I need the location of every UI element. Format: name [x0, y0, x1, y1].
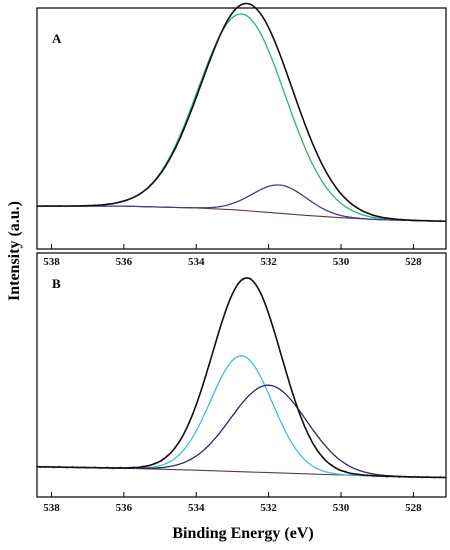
panel-b: 538 536 534 532 530 528 B	[36, 252, 447, 514]
panel-b-fitted-component-2-line	[36, 384, 447, 479]
panel-b-fitted-component-1-line	[36, 355, 447, 479]
panel-a-frame	[36, 7, 447, 250]
panel-b-ticks: 538 536 534 532 530 528	[43, 492, 422, 514]
panel-b-x-tick-label: 532	[260, 502, 277, 514]
panel-a-ticks: 538 536 534 532 530 528	[43, 244, 422, 268]
panel-b-x-tick-label: 534	[188, 502, 205, 514]
panel-b-curves	[36, 277, 447, 479]
panel-b-x-tick-label: 536	[116, 502, 133, 514]
x-axis-title: Binding Energy (eV)	[172, 525, 313, 542]
panel-a-raw-data-line	[36, 3, 447, 223]
panel-b-x-tick-label: 538	[43, 502, 60, 514]
panel-b-label: B	[52, 276, 61, 291]
panel-b-raw-data-line	[36, 277, 447, 479]
panel-a-envelope-line	[36, 2, 447, 223]
y-axis-title: Intensity (a.u.)	[6, 201, 23, 301]
panel-a-fitted-component-2-line	[36, 184, 447, 222]
panel-a: 538 536 534 532 530 528 A	[36, 2, 447, 268]
panel-a-x-tick-label: 528	[405, 256, 422, 268]
panel-a-x-tick-label: 532	[260, 256, 277, 268]
panel-b-x-tick-label: 530	[333, 502, 350, 514]
panel-a-curves	[36, 2, 447, 223]
panel-b-x-tick-label: 528	[405, 502, 422, 514]
panel-a-x-tick-label: 534	[188, 256, 205, 268]
panel-b-frame	[36, 252, 447, 498]
panel-b-envelope-line	[36, 277, 447, 479]
panel-a-x-tick-label: 530	[333, 256, 350, 268]
panel-a-x-tick-label: 536	[116, 256, 133, 268]
panel-a-fitted-component-1-line	[36, 13, 447, 222]
panel-a-label: A	[52, 31, 62, 46]
panel-a-x-tick-label: 538	[43, 256, 60, 268]
